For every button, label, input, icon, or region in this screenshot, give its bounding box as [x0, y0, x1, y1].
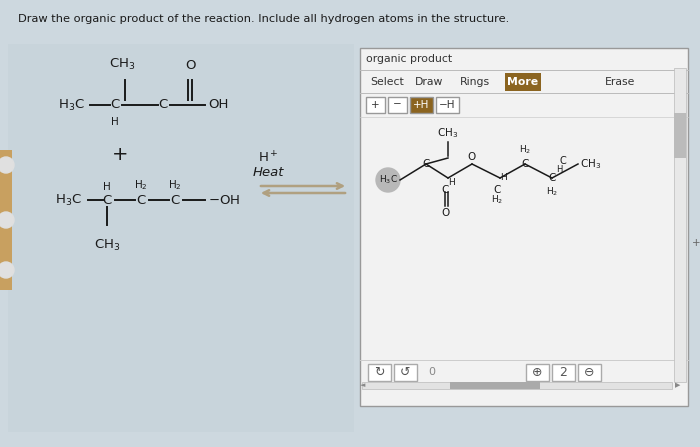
FancyBboxPatch shape [393, 363, 416, 380]
Circle shape [0, 157, 14, 173]
FancyBboxPatch shape [674, 113, 686, 158]
FancyBboxPatch shape [552, 363, 575, 380]
FancyBboxPatch shape [674, 68, 686, 382]
Text: ⊕: ⊕ [532, 366, 542, 379]
Text: C: C [560, 156, 567, 166]
FancyBboxPatch shape [388, 97, 407, 113]
Text: $\mathregular{H_2}$: $\mathregular{H_2}$ [546, 186, 558, 198]
Text: $\mathregular{CH_3}$: $\mathregular{CH_3}$ [108, 57, 135, 72]
Text: ↻: ↻ [374, 366, 384, 379]
Circle shape [376, 168, 400, 192]
FancyBboxPatch shape [526, 363, 549, 380]
FancyBboxPatch shape [0, 150, 12, 290]
Text: +H: +H [413, 100, 429, 110]
Text: Draw the organic product of the reaction. Include all hydrogen atoms in the stru: Draw the organic product of the reaction… [18, 14, 510, 24]
FancyBboxPatch shape [435, 97, 458, 113]
Text: C: C [111, 98, 120, 111]
FancyBboxPatch shape [505, 73, 541, 91]
FancyBboxPatch shape [8, 44, 354, 432]
Text: −: − [393, 100, 401, 110]
Text: ▶: ▶ [676, 383, 680, 388]
Text: $\mathregular{H_2}$: $\mathregular{H_2}$ [519, 143, 531, 156]
Text: $\mathregular{CH_3}$: $\mathregular{CH_3}$ [94, 238, 120, 253]
FancyBboxPatch shape [410, 97, 433, 113]
Circle shape [0, 262, 14, 278]
Text: C: C [102, 194, 111, 207]
Text: H: H [556, 165, 562, 174]
FancyBboxPatch shape [450, 382, 540, 389]
Text: $\mathregular{CH_3}$: $\mathregular{CH_3}$ [580, 157, 601, 171]
Text: Heat: Heat [252, 165, 284, 178]
FancyBboxPatch shape [362, 382, 672, 389]
Text: organic product: organic product [366, 54, 452, 64]
Text: OH: OH [208, 98, 228, 111]
Text: H: H [448, 178, 455, 187]
Circle shape [0, 212, 14, 228]
FancyBboxPatch shape [578, 363, 601, 380]
Text: O: O [185, 59, 195, 72]
Text: $\mathregular{H_3C}$: $\mathregular{H_3C}$ [55, 193, 82, 207]
Text: $\mathregular{CH_3}$: $\mathregular{CH_3}$ [438, 126, 458, 140]
Text: +: + [112, 146, 128, 164]
Text: Select: Select [370, 77, 404, 87]
Text: O: O [468, 152, 476, 162]
Text: C: C [494, 185, 500, 195]
Text: Rings: Rings [460, 77, 490, 87]
FancyBboxPatch shape [360, 48, 688, 406]
Text: $\mathregular{-OH}$: $\mathregular{-OH}$ [208, 194, 240, 207]
FancyBboxPatch shape [365, 97, 384, 113]
Text: C: C [158, 98, 167, 111]
Text: $\mathregular{H_3C}$: $\mathregular{H_3C}$ [379, 174, 398, 186]
Text: C: C [136, 194, 146, 207]
Text: H: H [500, 173, 507, 182]
Text: ↺: ↺ [400, 366, 410, 379]
Text: O: O [442, 208, 450, 218]
Text: +H: +H [692, 238, 700, 248]
Text: −H: −H [439, 100, 455, 110]
Text: H: H [103, 182, 111, 192]
Text: More: More [508, 77, 538, 87]
Text: $\mathregular{H_2}$: $\mathregular{H_2}$ [168, 178, 182, 192]
Text: C: C [522, 159, 528, 169]
Text: 2: 2 [559, 366, 567, 379]
Text: $\mathregular{H_2}$: $\mathregular{H_2}$ [491, 193, 503, 206]
Text: $\mathregular{H^+}$: $\mathregular{H^+}$ [258, 150, 279, 166]
Text: Draw: Draw [415, 77, 443, 87]
Text: $\mathregular{H_2}$: $\mathregular{H_2}$ [134, 178, 148, 192]
Text: C: C [170, 194, 180, 207]
FancyBboxPatch shape [368, 363, 391, 380]
Text: Erase: Erase [605, 77, 636, 87]
Text: ⊖: ⊖ [584, 366, 594, 379]
Text: ◄: ◄ [360, 383, 365, 388]
Text: C: C [422, 159, 430, 169]
Text: C: C [441, 185, 449, 195]
Text: $\mathregular{H_3C}$: $\mathregular{H_3C}$ [58, 97, 85, 113]
Text: H: H [111, 117, 119, 127]
Text: 0: 0 [428, 367, 435, 377]
Text: +: + [371, 100, 379, 110]
Text: C: C [548, 173, 556, 183]
